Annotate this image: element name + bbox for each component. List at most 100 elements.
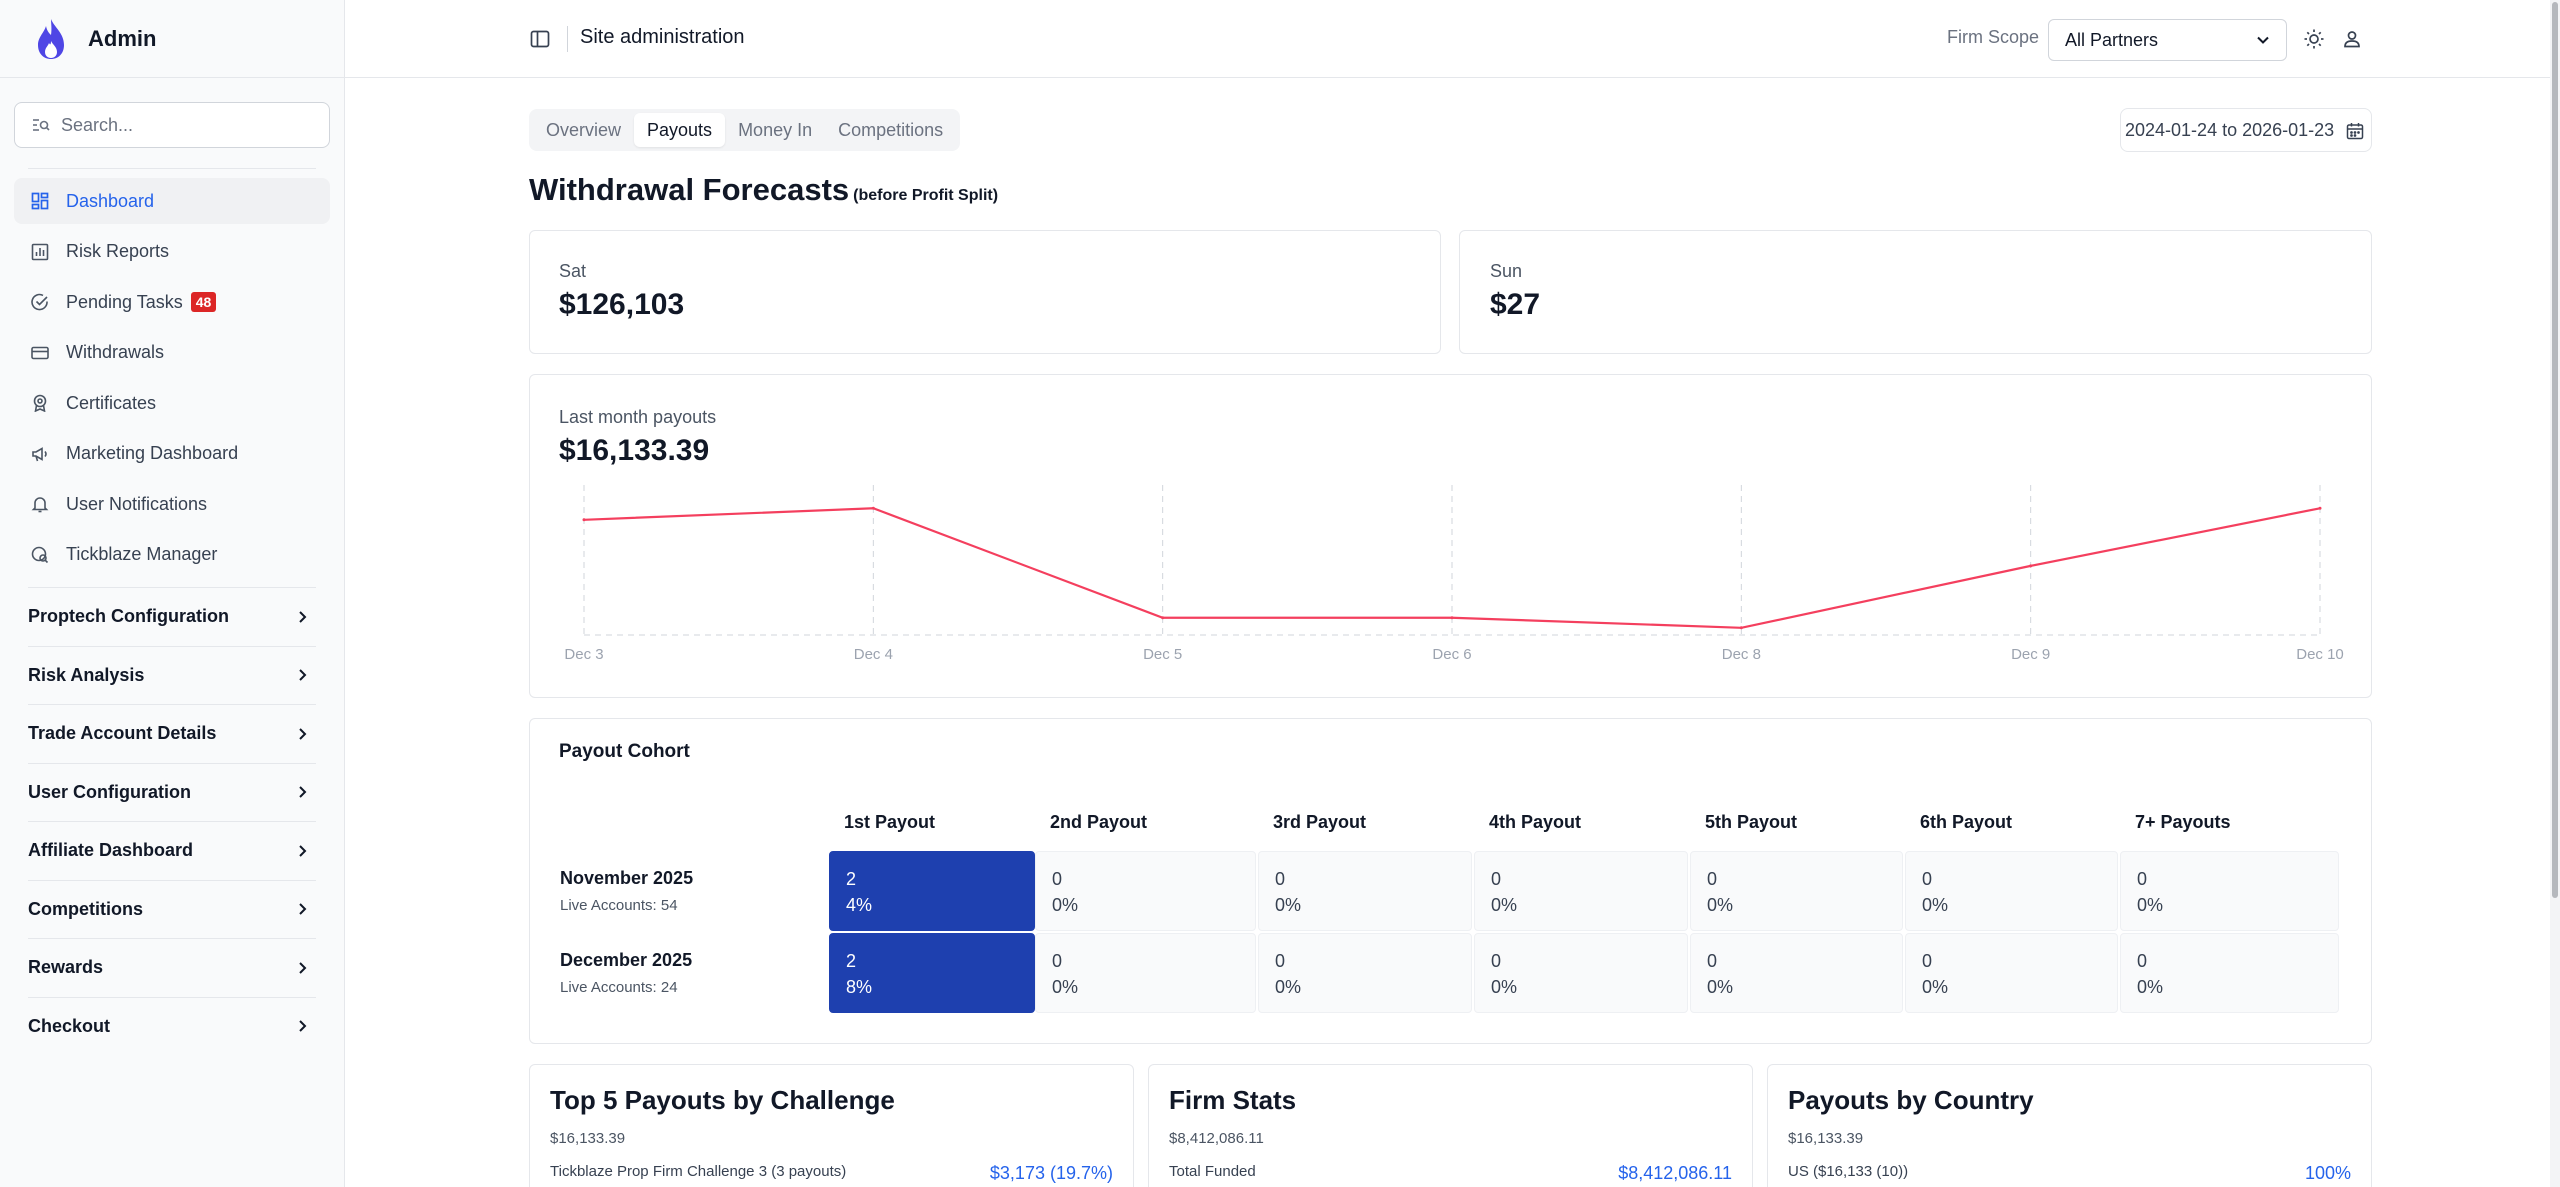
card-subtitle: $16,133.39 — [550, 1130, 626, 1147]
last-month-payouts-card: Last month payouts $16,133.39 Dec 3 Dec 4… — [529, 374, 2372, 698]
search-box[interactable] — [14, 102, 330, 148]
cohort-cell: 0 0% — [1690, 851, 1903, 931]
sidebar-item-certificates[interactable]: Certificates — [14, 380, 330, 426]
sidebar-item-dashboard[interactable]: Dashboard — [14, 178, 330, 224]
row-label: Tickblaze Prop Firm Challenge 3 (3 payou… — [550, 1163, 847, 1180]
cohort-count: 0 — [1707, 951, 1718, 971]
cohort-cell: 2 4% — [829, 851, 1035, 931]
cohort-col-header: 4th Payout — [1489, 812, 1582, 832]
sidebar-group-affiliate-dashboard[interactable]: Affiliate Dashboard — [28, 821, 316, 880]
tab-overview[interactable]: Overview — [546, 119, 622, 140]
firm-stats-card: Firm Stats $8,412,086.11 Total Funded $8,… — [1148, 1064, 1753, 1187]
search-input[interactable] — [61, 114, 311, 136]
sidebar-nav: Dashboard Risk Reports Pending Tasks 48 … — [14, 178, 330, 582]
sun-icon[interactable] — [2303, 28, 2325, 50]
cohort-count: 0 — [1922, 869, 1933, 889]
date-range-value: 2024-01-24 to 2026-01-23 — [2125, 119, 2335, 140]
firm-scope-select[interactable]: All Partners — [2048, 19, 2287, 61]
tab-competitions[interactable]: Competitions — [838, 119, 944, 140]
chart-data-point[interactable] — [2318, 506, 2322, 510]
last-month-value: $16,133.39 — [559, 434, 710, 467]
cohort-pct: 0% — [1052, 895, 1079, 915]
cohort-row-label: December 2025 Live Accounts: 24 — [560, 950, 692, 996]
chart-x-tick-label: Dec 3 — [564, 646, 603, 663]
sidebar-item-label: Certificates — [66, 392, 157, 413]
chart-data-point[interactable] — [1450, 616, 1454, 620]
sidebar-item-tickblaze-manager[interactable]: Tickblaze Manager — [14, 532, 330, 578]
chart-data-point[interactable] — [871, 506, 875, 510]
sidebar-item-user-notifications[interactable]: User Notifications — [14, 481, 330, 527]
flame-logo-icon — [38, 18, 64, 59]
sidebar-item-label: User Notifications — [66, 493, 208, 514]
sidebar-item-pending-tasks[interactable]: Pending Tasks 48 — [14, 279, 330, 325]
sidebar-toggle-icon[interactable] — [529, 28, 551, 50]
cohort-cell: 0 0% — [1035, 933, 1256, 1013]
brand[interactable]: Admin — [0, 0, 344, 78]
topbar: Site administration Firm Scope All Partn… — [345, 0, 2550, 78]
card-subtitle: $8,412,086.11 — [1169, 1130, 1264, 1147]
chevron-right-icon — [299, 786, 307, 798]
chart-data-point[interactable] — [582, 518, 586, 522]
cohort-pct: 0% — [1275, 977, 1302, 997]
credit-card-icon — [30, 343, 50, 363]
search-icon — [33, 119, 50, 131]
dashboard-icon — [30, 191, 50, 211]
sidebar-group-user-configuration[interactable]: User Configuration — [28, 762, 316, 822]
tab-payouts[interactable]: Payouts — [634, 113, 726, 147]
group-label: Affiliate Dashboard — [28, 840, 194, 861]
chevron-down-icon — [2257, 36, 2269, 44]
cohort-count: 0 — [1275, 869, 1286, 889]
cohort-cell: 0 0% — [2120, 851, 2339, 931]
chart-x-tick-label: Dec 8 — [1722, 646, 1761, 663]
cohort-count: 2 — [846, 951, 857, 971]
card-row: US ($16,133 (10)) 100% — [1788, 1163, 2351, 1184]
cohort-pct: 0% — [1491, 977, 1518, 997]
chart-x-tick-label: Dec 6 — [1432, 646, 1471, 663]
sidebar-item-withdrawals[interactable]: Withdrawals — [14, 330, 330, 376]
sidebar-item-risk-reports[interactable]: Risk Reports — [14, 229, 330, 275]
sidebar-item-label: Pending Tasks — [66, 291, 183, 312]
chart-data-point[interactable] — [1739, 626, 1743, 630]
sidebar-group-competitions[interactable]: Competitions — [28, 879, 316, 939]
scrollbar-thumb[interactable] — [2552, 2, 2558, 898]
chart-data-point[interactable] — [1161, 616, 1165, 620]
sidebar-group-proptech-configuration[interactable]: Proptech Configuration — [28, 587, 316, 646]
cohort-pct: 0% — [1491, 895, 1518, 915]
chart-data-point[interactable] — [2029, 564, 2033, 568]
cohort-count: 0 — [1922, 951, 1933, 971]
group-label: Checkout — [28, 1015, 111, 1036]
cohort-cell: 0 0% — [1474, 933, 1688, 1013]
cohort-col-header: 6th Payout — [1920, 812, 2013, 832]
cohort-cell: 0 0% — [1474, 851, 1688, 931]
tab-money-in[interactable]: Money In — [738, 119, 813, 140]
sidebar-group-risk-analysis[interactable]: Risk Analysis — [28, 645, 316, 705]
chart-icon — [30, 242, 50, 262]
last-month-label: Last month payouts — [559, 407, 717, 427]
award-icon — [30, 393, 50, 413]
sidebar-group-rewards[interactable]: Rewards — [28, 938, 316, 997]
sidebar-item-marketing-dashboard[interactable]: Marketing Dashboard — [14, 431, 330, 477]
cohort-count: 0 — [1491, 869, 1502, 889]
sidebar-group-trade-account-details[interactable]: Trade Account Details — [28, 704, 316, 763]
group-label: Risk Analysis — [28, 664, 145, 685]
sidebar-divider — [28, 168, 316, 169]
cohort-cell: 0 0% — [1035, 851, 1256, 931]
cohort-col-header: 5th Payout — [1705, 812, 1798, 832]
forecast-card-sat: Sat $126,103 — [529, 230, 1441, 354]
row-label: Total Funded — [1169, 1163, 1256, 1180]
settings-search-icon — [30, 545, 50, 565]
chart-x-tick-label: Dec 10 — [2296, 646, 2344, 663]
cohort-count: 0 — [2137, 869, 2148, 889]
dashboard-tabs: Overview Payouts Money In Competitions — [529, 109, 961, 151]
cohort-cell: 2 8% — [829, 933, 1035, 1013]
row-label: US ($16,133 (10)) — [1788, 1163, 1909, 1180]
cohort-live-accounts: Live Accounts: 24 — [560, 979, 678, 996]
date-range-picker[interactable]: 2024-01-24 to 2026-01-23 — [2120, 108, 2372, 152]
user-icon[interactable] — [2341, 28, 2363, 50]
cohort-col-header: 2nd Payout — [1050, 812, 1148, 832]
firm-scope-value: All Partners — [2065, 29, 2159, 50]
group-label: Trade Account Details — [28, 723, 217, 744]
check-circle-icon — [30, 292, 50, 312]
card-row: Total Funded $8,412,086.11 — [1169, 1163, 1732, 1184]
sidebar-group-checkout[interactable]: Checkout — [28, 996, 316, 1056]
